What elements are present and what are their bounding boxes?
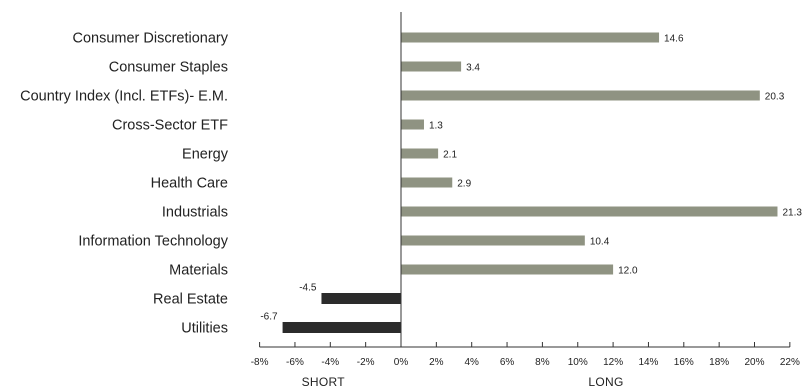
value-label: -4.5 [299,283,317,294]
category-label: Country Index (Incl. ETFs)- E.M. [20,89,228,105]
value-label: 20.3 [765,92,785,103]
category-label: Cross-Sector ETF [112,118,228,134]
x-axis-ticks [259,342,791,347]
bar [401,235,585,246]
bar [282,322,401,333]
category-labels: Consumer Discretionary Consumer Staples Co… [20,31,229,337]
x-tick-label: 10% [568,357,588,368]
x-tick-label: 8% [535,357,550,368]
x-tick-label: -6% [286,357,304,368]
value-label: 21.3 [782,208,802,219]
x-tick-label: 18% [709,357,729,368]
value-label: 1.3 [429,121,443,132]
x-tick-label: 2% [429,357,444,368]
x-tick-label: 14% [638,357,658,368]
category-label: Information Technology [78,234,228,250]
bar [401,177,453,188]
category-label: Energy [182,147,229,163]
category-label: Health Care [151,176,228,192]
category-label: Utilities [181,321,228,337]
value-labels: 14.6 3.4 20.3 1.3 2.1 2.9 21.3 10.4 12.0 -4.5 -6.7 [260,34,802,323]
x-tick-label: 22% [780,357,800,368]
category-label: Real Estate [153,292,228,308]
bar [401,206,778,217]
x-tick-label: 16% [674,357,694,368]
bar [401,61,462,72]
x-tick-label: 4% [464,357,479,368]
bar [401,32,660,43]
category-label: Industrials [162,205,228,221]
bar [401,90,760,101]
value-label: 14.6 [664,34,684,45]
category-label: Materials [169,263,228,279]
value-label: 2.9 [457,179,471,190]
bar [401,119,424,130]
value-label: 3.4 [466,63,480,74]
x-tick-label: -8% [251,357,269,368]
long-axis-title: LONG [588,375,623,389]
short-axis-title: SHORT [302,375,346,389]
x-tick-label: 6% [500,357,515,368]
x-tick-label: -4% [321,357,339,368]
bar [401,148,439,159]
x-tick-label: 20% [744,357,764,368]
x-tick-label: -2% [357,357,375,368]
value-label: -6.7 [260,312,278,323]
category-label: Consumer Discretionary [72,31,228,47]
x-tick-label: 12% [603,357,623,368]
bar [321,293,401,304]
category-label: Consumer Staples [109,60,228,76]
value-label: 12.0 [618,266,638,277]
bars [282,32,778,333]
x-tick-label: 0% [394,357,409,368]
value-label: 2.1 [443,150,457,161]
bar [401,264,614,275]
x-axis-tick-labels: -8% -6% -4% -2% 0% 2% 4% 6% 8% 10% 12% 14% 16% 18% 20%… [251,357,800,368]
value-label: 10.4 [590,237,610,248]
